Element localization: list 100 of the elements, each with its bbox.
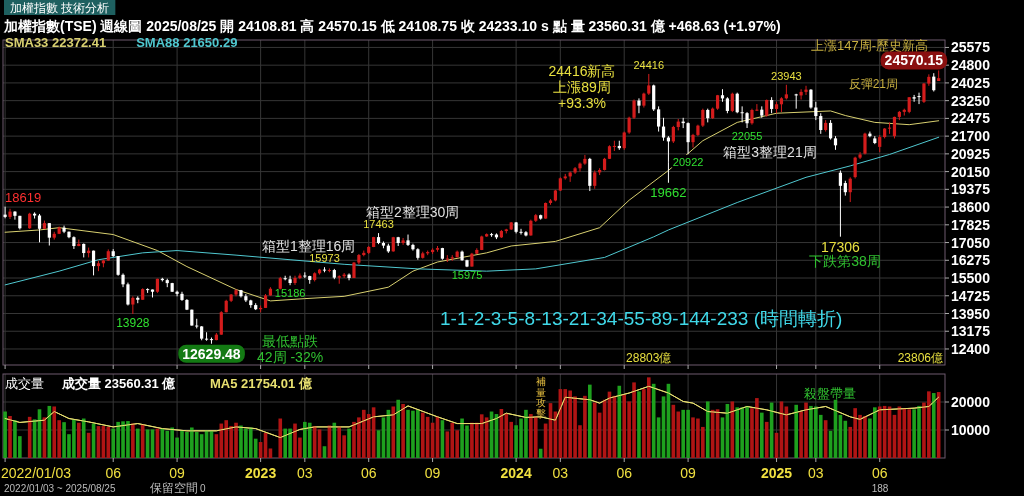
annotation: 23943 (771, 69, 802, 82)
y-tick-label: 10000 (951, 422, 991, 438)
candlestick (131, 295, 135, 315)
bar (877, 406, 882, 458)
text: 2022/01/03 ~ 2025/08/25 (4, 483, 116, 494)
bar (337, 426, 342, 458)
candlestick (917, 92, 921, 105)
bar (278, 418, 283, 458)
candlestick (612, 140, 616, 152)
bar (450, 422, 455, 458)
annotation: 下跌第38周 (809, 253, 881, 269)
line-series (4, 110, 940, 302)
bar (224, 420, 229, 458)
candlestick (848, 176, 852, 203)
annotation: 1-1-2-3-5-8-13-21-34-55-89-144-233 (時間轉折) (440, 308, 843, 329)
candlestick (175, 290, 179, 297)
x-tick-label: 09 (680, 465, 697, 481)
x-tick-label: 03 (552, 465, 569, 481)
bar (563, 389, 568, 458)
x-tick-label: 06 (105, 465, 122, 481)
annotation: 反彈21周 (848, 77, 898, 91)
bar (735, 407, 740, 458)
candlestick (794, 93, 798, 110)
annotation: 15186 (274, 287, 306, 300)
bar (646, 377, 651, 458)
annotation: 箱型3整理21周 (723, 144, 817, 160)
y-tick-label: 12400 (951, 340, 991, 357)
candlestick (47, 222, 51, 247)
annotation: 13928 (116, 316, 150, 331)
candlestick (853, 156, 857, 179)
x-tick-label: 03 (297, 465, 313, 481)
annotation: 19662 (650, 184, 687, 200)
bar (533, 416, 538, 458)
bar (401, 403, 405, 458)
annotation: 22055 (731, 130, 763, 142)
candlestick (116, 255, 120, 277)
bar (8, 416, 12, 458)
bar (391, 406, 396, 458)
y-tick-label: 15500 (951, 270, 991, 287)
bar (622, 394, 627, 458)
bar (131, 423, 135, 458)
y-tick-label: 19375 (951, 181, 991, 198)
y-tick-label: 24800 (951, 57, 991, 74)
bar (248, 427, 253, 458)
candlestick (686, 121, 690, 155)
candlestick (887, 121, 892, 135)
bar (931, 393, 936, 458)
candlestick (298, 272, 302, 280)
candlestick (204, 331, 209, 342)
annotation: 殺盤帶量 (804, 386, 856, 401)
annotation: 20922 (672, 155, 704, 168)
candlestick (652, 84, 656, 112)
annotation: 23806億 (897, 351, 943, 365)
text: 188 (871, 483, 889, 494)
chart-title: 加權指數 技術分析 (10, 1, 110, 15)
x-tick-label: 06 (616, 465, 633, 481)
candlestick (401, 237, 405, 246)
text: SMA33 22372.41 (5, 35, 107, 50)
candlestick (691, 133, 695, 149)
bar (420, 412, 425, 458)
bar (165, 430, 170, 458)
candlestick (730, 92, 734, 113)
annotation: 18619 (5, 189, 42, 205)
candlestick (657, 105, 661, 133)
annotation: 12629.48 (182, 345, 241, 362)
annotation: 箱型1整理16周 (262, 238, 356, 254)
bar (759, 412, 764, 458)
candlestick (593, 169, 597, 190)
annotation: 補量攻擊 (536, 376, 546, 419)
x-tick-label: 09 (424, 465, 441, 481)
y-tick-label: 24025 (951, 74, 991, 91)
y-tick-label: 16275 (951, 252, 991, 269)
y-tick-label: 21700 (951, 128, 991, 145)
bar (794, 404, 798, 458)
candlestick (622, 131, 626, 151)
bar (194, 431, 199, 458)
bar (347, 428, 351, 458)
candlestick (37, 213, 42, 243)
candlestick (583, 154, 587, 166)
y-tick-label: 14725 (951, 287, 991, 304)
candlestick (661, 117, 666, 142)
bar (705, 401, 710, 458)
candlestick (912, 94, 916, 103)
annotation: 箱型2整理30周 (366, 204, 460, 220)
annotation: +93.3% (558, 95, 606, 111)
candlestick (701, 108, 705, 128)
y-axis-title: 成交量 (5, 376, 44, 391)
candlestick (735, 92, 739, 114)
bar (77, 422, 81, 458)
text: 0 (200, 483, 206, 494)
annotation: 24416新高 (548, 63, 616, 79)
bar (307, 422, 312, 458)
x-tick-label: 2022/01/03 (1, 465, 72, 481)
candlestick (927, 73, 931, 87)
chart-subtitle: 加權指數(TSE) 週線圖 2025/08/25 開 24108.81 高 24570.15 低 24108.75 收 24233.10 s 點 量 23560.31 億 +468.63 (+1.97%) (3, 18, 781, 34)
bar (81, 418, 86, 458)
annotation: 15973 (309, 252, 340, 265)
annotation: 成交量 23560.31 億 (61, 376, 177, 391)
x-tick-label: 2023 (245, 465, 277, 481)
bar (52, 406, 57, 458)
